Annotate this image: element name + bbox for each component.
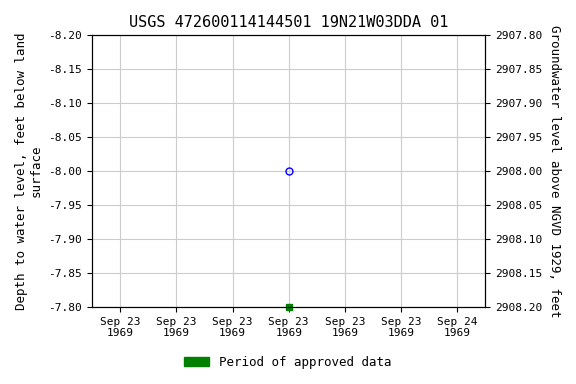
Title: USGS 472600114144501 19N21W03DDA 01: USGS 472600114144501 19N21W03DDA 01	[129, 15, 449, 30]
Y-axis label: Depth to water level, feet below land
surface: Depth to water level, feet below land su…	[15, 32, 43, 310]
Y-axis label: Groundwater level above NGVD 1929, feet: Groundwater level above NGVD 1929, feet	[548, 25, 561, 318]
Legend: Period of approved data: Period of approved data	[179, 351, 397, 374]
